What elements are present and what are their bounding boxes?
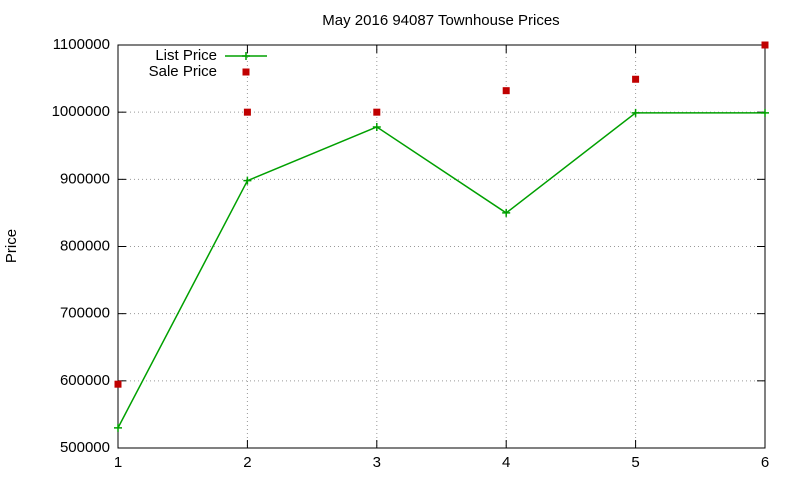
data-point	[631, 108, 640, 117]
data-point	[372, 122, 381, 131]
y-tick-label: 800000	[60, 237, 110, 254]
series-line	[117, 112, 765, 429]
x-tick-label: 3	[373, 454, 381, 471]
data-point	[114, 423, 122, 432]
legend-marker	[242, 68, 250, 76]
data-point	[502, 87, 510, 95]
data-point	[761, 41, 769, 49]
legend-label: List Price	[155, 47, 217, 64]
plot-border	[117, 44, 766, 449]
x-tick-label: 2	[243, 454, 251, 471]
y-tick-label: 1100000	[53, 36, 110, 53]
y-tick-label: 900000	[60, 170, 110, 187]
y-tick-label: 600000	[60, 372, 110, 389]
data-point	[632, 75, 640, 83]
x-tick-label: 6	[761, 454, 769, 471]
y-tick-label: 1000000	[52, 103, 110, 120]
data-point	[502, 208, 511, 217]
data-point	[243, 108, 251, 116]
legend-label: Sale Price	[149, 63, 217, 80]
y-tick-label: 500000	[60, 439, 110, 456]
data-point	[243, 176, 252, 185]
chart-title: May 2016 94087 Townhouse Prices	[322, 12, 559, 29]
y-axis-label: Price	[3, 229, 20, 263]
data-point	[373, 108, 381, 116]
legend-marker	[242, 52, 250, 60]
x-tick-label: 4	[502, 454, 510, 471]
x-tick-label: 5	[631, 454, 639, 471]
data-point	[761, 108, 769, 117]
data-point	[114, 380, 122, 388]
x-tick-label: 1	[114, 454, 122, 471]
y-tick-label: 700000	[60, 305, 110, 322]
